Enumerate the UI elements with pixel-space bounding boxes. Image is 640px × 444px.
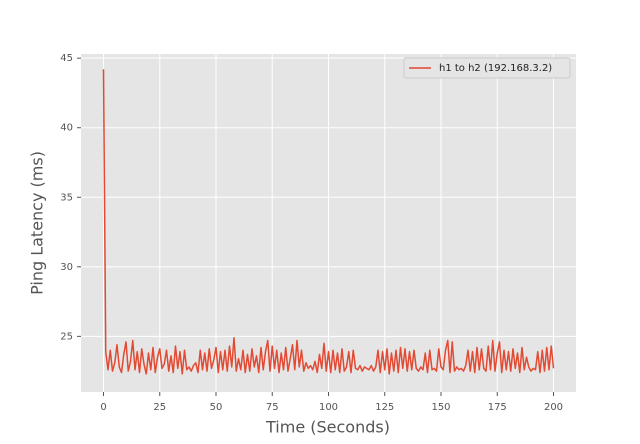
x-tick-label: 175 <box>488 402 507 413</box>
y-tick-label: 30 <box>60 262 73 273</box>
y-tick-label: 45 <box>60 53 73 64</box>
x-tick-label: 50 <box>210 402 223 413</box>
series-line <box>102 69 555 375</box>
legend-box <box>403 57 571 79</box>
x-tick-label: 150 <box>431 402 450 413</box>
x-tick-label: 200 <box>544 402 563 413</box>
y-axis-label: Ping Latency (ms) <box>28 151 47 295</box>
x-tick-label: 0 <box>100 402 106 413</box>
x-tick-label: 25 <box>153 402 166 413</box>
x-axis-label: Time (Seconds) <box>265 418 390 437</box>
x-tick-label: 100 <box>319 402 338 413</box>
y-tick-label: 25 <box>60 331 73 342</box>
grid: 0 25 50 75 100 125 150 175 200 25 30 35 40 45 <box>60 53 576 413</box>
x-tick-label: 75 <box>266 402 279 413</box>
lines <box>102 69 555 375</box>
legend: h1 to h2 (192.168.3.2) <box>403 57 571 79</box>
x-tick-label: 125 <box>375 402 394 413</box>
y-tick-label: 35 <box>60 192 73 203</box>
legend-label: h1 to h2 (192.168.3.2) <box>439 63 552 74</box>
y-tick-label: 40 <box>60 123 73 134</box>
